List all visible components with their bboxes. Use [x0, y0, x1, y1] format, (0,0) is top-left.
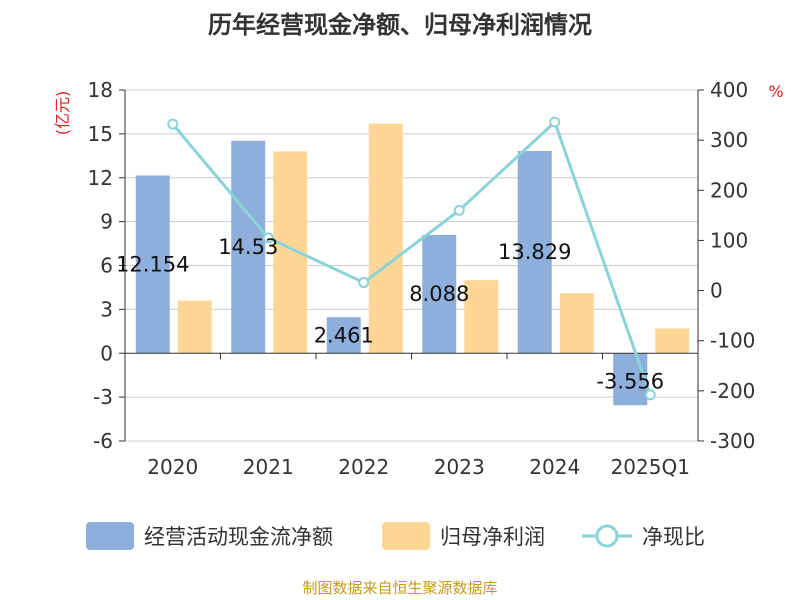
right-tick-label: 200: [710, 178, 748, 202]
right-tick-label: 0: [710, 279, 723, 303]
ratio-point: [358, 277, 370, 289]
data-label-cashflow: 13.829: [498, 240, 571, 264]
axes: 18 15 12 9 6 3 0 -3 -6 400 300 200 100 0 -100 -200 -300 2…: [88, 78, 756, 479]
left-tick-label: 15: [88, 122, 113, 146]
bars: [135, 123, 690, 406]
x-tick-label: 2024: [529, 455, 580, 479]
data-label-cashflow: 2.461: [314, 323, 374, 347]
right-tick-label: 300: [710, 128, 748, 152]
bar-cashflow: [135, 175, 170, 354]
right-tick-label: 100: [710, 228, 748, 252]
right-tick-label: -300: [710, 429, 755, 453]
ratio-point: [453, 204, 465, 216]
data-label-cashflow: 8.088: [409, 282, 469, 306]
ratio-polyline: [171, 119, 652, 396]
right-tick-label: -100: [710, 329, 755, 353]
left-tick-label: 3: [100, 297, 113, 321]
legend-label-cashflow: 经营活动现金流净额: [144, 525, 333, 549]
bar-profit: [177, 300, 212, 354]
data-label-cashflow: 14.53: [218, 235, 278, 259]
bar-cashflow: [326, 317, 361, 354]
left-tick-label: -3: [93, 385, 113, 409]
right-axis-unit: %: [768, 82, 783, 101]
x-tick-label: 2022: [338, 455, 389, 479]
legend-label-profit: 归母净利润: [440, 525, 545, 549]
bar-profit: [464, 280, 499, 354]
data-labels: 12.154 14.53 2.461 8.088 13.829 -3.556: [116, 235, 664, 393]
ratio-point: [262, 232, 274, 244]
left-tick-label: -6: [93, 429, 113, 453]
bar-cashflow: [231, 140, 266, 354]
left-tick-label: 12: [88, 166, 113, 190]
bar-cashflow: [422, 234, 457, 354]
source-note: 制图数据来自恒生聚源数据库: [302, 579, 497, 597]
legend-swatch-cashflow: [86, 522, 134, 550]
bar-profit: [655, 328, 690, 354]
bar-profit: [368, 123, 403, 354]
legend-swatch-profit: [382, 522, 430, 550]
legend-label-ratio: 净现比: [642, 525, 705, 549]
x-tick-label: 2023: [434, 455, 485, 479]
left-axis-unit: (亿元): [53, 91, 72, 136]
bar-cashflow: [517, 151, 552, 354]
right-tick-label: 400: [710, 78, 748, 102]
data-label-cashflow: 12.154: [116, 252, 189, 276]
ratio-point: [644, 389, 656, 401]
left-tick-label: 18: [88, 78, 113, 102]
gridlines: [125, 89, 698, 442]
bar-cashflow: [613, 353, 648, 406]
ratio-point: [167, 118, 179, 130]
ratio-point: [549, 116, 561, 128]
left-tick-label: 0: [100, 341, 113, 365]
right-tick-label: -200: [710, 379, 755, 403]
x-tick-label: 2021: [243, 455, 294, 479]
legend-marker-ratio: [595, 524, 619, 548]
legend: 经营活动现金流净额 归母净利润 净现比: [86, 522, 705, 550]
left-tick-label: 9: [100, 210, 113, 234]
chart-title: 历年经营现金净额、归母净利润情况: [208, 11, 592, 39]
left-tick-label: 6: [100, 254, 113, 278]
data-label-cashflow: -3.556: [596, 369, 664, 393]
bar-profit: [559, 293, 594, 354]
x-tick-label: 2020: [147, 455, 198, 479]
x-tick-label: 2025Q1: [611, 455, 690, 479]
ratio-line: [167, 116, 656, 401]
